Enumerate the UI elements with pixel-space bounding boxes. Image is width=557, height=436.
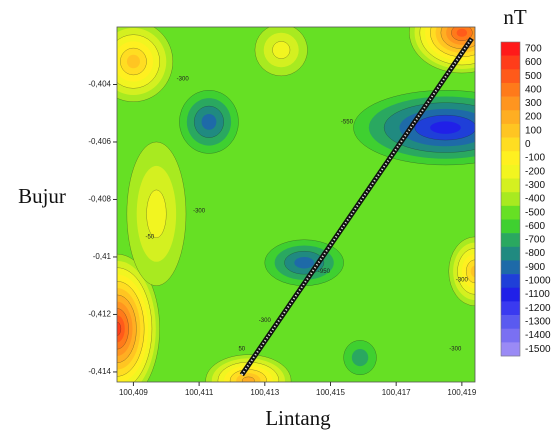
colorbar-cell [501,55,520,70]
contour-label: -300 [449,347,462,353]
colorbar-cell [501,192,520,207]
plot-frame [116,26,476,383]
anomaly-level [294,256,315,269]
contour-label: -300 [177,76,190,82]
profile-line [239,37,474,377]
colorbar-cell [501,164,520,179]
colorbar-cell [501,123,520,138]
y-tick-label: -0,406 [88,137,111,146]
contour-label: 50 [238,347,245,353]
anomaly-level [242,376,255,382]
colorbar-cell [501,260,520,275]
y-tick-label: -0,408 [88,195,111,204]
colorbar-tick-label: -100 [525,153,545,164]
colorbar-cell [501,151,520,166]
colorbar-cell [501,96,520,111]
colorbar-tick-label: 700 [525,43,542,54]
y-axis-label: Bujur [18,184,66,208]
colorbar-label: nT [503,5,527,29]
colorbar-tick-label: -1000 [525,276,551,287]
colorbar-tick-label: -1300 [525,317,551,328]
contour-label: -50 [146,234,155,240]
contour-label: -550 [341,119,354,125]
colorbar-tick-label: -1400 [525,330,551,341]
colorbar-cell [501,82,520,97]
colorbar-cell [501,246,520,261]
colorbar-cell [501,205,520,220]
colorbar-cell [501,315,520,329]
colorbar-cell [501,137,520,152]
colorbar-cell [501,69,520,84]
contour-label: -950 [318,269,331,275]
anomaly-level [272,41,291,59]
anomaly-level [126,54,140,69]
contour-field: -300 -550 -300 -50 -950 -300 50 -300 -300 [117,27,475,382]
colorbar-tick-label: -400 [525,194,545,205]
colorbar-tick-label: -900 [525,262,545,273]
anomaly-level [351,348,369,367]
colorbar-tick-label: -700 [525,235,545,246]
x-tick-label: 100,417 [382,388,411,397]
colorbar-tick-label: 600 [525,57,542,68]
y-tick-label: -0,412 [88,310,111,319]
colorbar-tick-label: 0 [525,139,531,150]
anomaly-level [430,121,461,134]
x-tick-label: 100,413 [250,388,279,397]
colorbar-tick-label: 200 [525,112,542,123]
colorbar-tick-label: -500 [525,207,545,218]
colorbar-tick-label: -600 [525,221,545,232]
anomaly-level [146,189,167,238]
colorbar-cell [501,301,520,316]
x-tick-label: 100,419 [447,388,476,397]
colorbar-tick-label: 100 [525,125,542,136]
y-tick-label: -0,414 [88,367,111,376]
anomaly-level [201,113,217,130]
anomaly-level [470,265,475,278]
colorbar-tick-label: -1200 [525,303,551,314]
colorbar-cell [501,42,520,56]
anomaly-level [117,321,122,336]
anomaly-level [456,28,468,37]
y-tick-label: -0,404 [88,80,111,89]
colorbar-tick-label: -1100 [525,289,550,300]
x-tick-label: 100,411 [185,388,214,397]
x-tick-label: 100,415 [316,388,345,397]
colorbar-tick-label: -200 [525,166,545,177]
colorbar-cell [501,178,520,193]
colorbar-tick-label: -300 [525,180,545,191]
colorbar-cell [501,110,520,125]
colorbar-cell [501,219,520,234]
colorbar-tick-label: -1500 [525,344,551,355]
colorbar-cell [501,274,520,289]
x-axis-label: Lintang [265,406,331,430]
colorbar-tick-label: 300 [525,98,542,109]
colorbar-tick-label: 400 [525,84,542,95]
y-tick-label: -0,41 [93,252,112,261]
colorbar-cell [501,287,520,302]
contour-label: -300 [259,318,272,324]
contour-label: -300 [193,209,206,215]
colorbar-cell [501,328,520,343]
colorbar-tick-label: -800 [525,248,545,259]
contour-label: -300 [456,278,469,284]
colorbar-tick-label: 500 [525,71,542,82]
colorbar-cell [501,233,520,248]
colorbar-frame [500,41,521,357]
x-tick-label: 100,409 [119,388,148,397]
colorbar-cell [501,342,520,357]
